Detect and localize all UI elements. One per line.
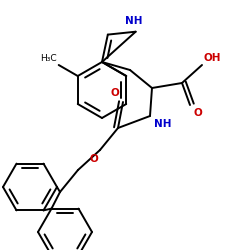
Text: NH: NH (125, 16, 142, 26)
Text: OH: OH (204, 53, 222, 63)
Text: H₃C: H₃C (40, 54, 57, 63)
Text: NH: NH (154, 119, 172, 129)
Text: O: O (89, 154, 98, 164)
Text: O: O (110, 88, 119, 98)
Text: O: O (193, 108, 202, 118)
